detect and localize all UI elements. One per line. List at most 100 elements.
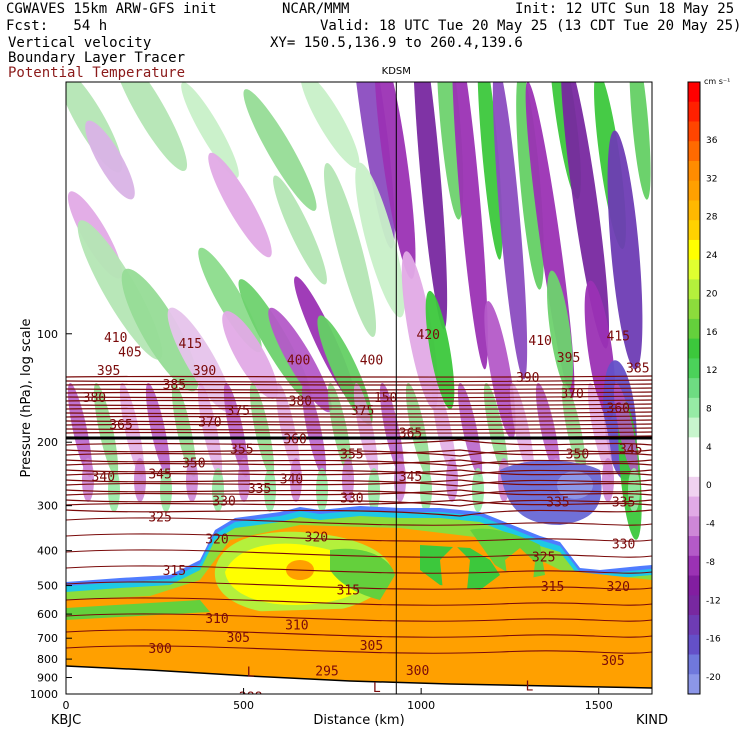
theta-contour-label: 287 <box>523 693 546 708</box>
colorbar-swatch <box>688 259 700 280</box>
theta-contour-label: 360 <box>283 432 306 447</box>
y-tick-label: 700 <box>37 632 58 645</box>
theta-contour-label: 315 <box>337 584 360 599</box>
colorbar-swatch <box>688 575 700 596</box>
cross-section-endpoints: XY= 150.5,136.9 to 260.4,139.6 <box>270 35 523 51</box>
colorbar-tick-label: -8 <box>706 558 715 568</box>
colorbar-swatch <box>688 378 700 399</box>
colorbar-swatch <box>688 160 700 182</box>
colorbar-swatch <box>688 496 700 517</box>
y-axis-label: Pressure (hPa), log scale <box>19 319 34 478</box>
y-tick-label: 600 <box>37 608 58 621</box>
colorbar-tick-label: -16 <box>706 635 721 645</box>
theta-contour-label: 290 <box>367 693 390 708</box>
theta-contour-label: 350 <box>182 457 205 472</box>
colorbar-swatch <box>688 457 700 478</box>
colorbar-swatch <box>688 516 700 537</box>
theta-contour-label: 325 <box>532 550 555 565</box>
theta-contour-label: 330 <box>340 492 363 507</box>
theta-contour-label: 410 <box>528 334 551 349</box>
colorbar-swatch <box>688 279 700 300</box>
colorbar-swatch <box>688 318 700 340</box>
colorbar-tick-label: 4 <box>706 443 712 453</box>
theta-contour-label: 420 <box>417 328 440 343</box>
theta-contour-label: 380 <box>289 394 312 409</box>
low-marker-label: L <box>526 680 534 695</box>
theta-contour-label: 330 <box>212 494 235 509</box>
station-marker-label: KDSM <box>382 66 411 77</box>
theta-contour-label: 345 <box>619 442 642 457</box>
theta-contour-label: 310 <box>285 619 308 634</box>
low-marker-label: L <box>373 681 381 696</box>
theta-contour-label: 400 <box>287 354 310 369</box>
colorbar-swatch <box>688 239 700 261</box>
theta-contour-label: 305 <box>601 654 624 669</box>
colorbar-swatch <box>688 555 700 577</box>
colorbar-tick-label: 32 <box>706 174 717 184</box>
colorbar-tick-label: 0 <box>706 481 712 491</box>
colorbar-swatch <box>688 101 700 122</box>
theta-contour-label: 335 <box>546 495 569 510</box>
theta-contour-label: 295 <box>315 664 338 679</box>
colorbar-tick-label: 24 <box>706 251 718 261</box>
y-tick-label: 500 <box>37 580 58 593</box>
colorbar-swatch <box>688 358 700 379</box>
theta-contour-label: 300 <box>406 664 429 679</box>
theta-contour-label: 288 <box>239 690 262 705</box>
colorbar-swatch <box>688 299 700 320</box>
colorbar-swatch <box>688 121 700 142</box>
right-endpoint-label: KIND <box>636 713 668 728</box>
y-tick-label: 100 <box>37 328 58 341</box>
theta-contour-label: 305 <box>227 631 250 646</box>
x-tick-label: 0 <box>63 699 70 712</box>
theta-contour-label: 355 <box>340 448 363 463</box>
theta-contour-label: 395 <box>97 364 120 379</box>
field-boundary-layer-tracer: Boundary Layer Tracer <box>8 50 186 66</box>
colorbar-swatch <box>688 437 700 458</box>
theta-contour-label: 345 <box>399 470 422 485</box>
forecast-hour: Fcst: 54 h <box>6 18 108 34</box>
colorbar-swatch <box>688 674 700 695</box>
theta-contour-label: 335 <box>248 482 271 497</box>
low-marker-label: L <box>247 665 255 680</box>
left-endpoint-label: KBJC <box>51 713 81 728</box>
theta-contour-label: 390 <box>193 364 216 379</box>
theta-contour-label: 385 <box>163 378 186 393</box>
theta-contour-label: 415 <box>179 337 202 352</box>
y-tick-label: 400 <box>37 545 58 558</box>
colorbar-swatch <box>688 200 700 221</box>
theta-contour-label: 405 <box>118 346 141 361</box>
x-axis-label: Distance (km) <box>313 713 404 728</box>
theta-contour-label: 320 <box>607 580 630 595</box>
colorbar-unit: cm s⁻¹ <box>704 77 730 86</box>
theta-contour-label: 355 <box>230 442 253 457</box>
theta-contour-label: 375 <box>351 404 374 419</box>
theta-contour-label: 350 <box>566 448 589 463</box>
theta-contour-label: 385 <box>626 361 649 376</box>
colorbar-swatch <box>688 397 700 419</box>
field-potential-temperature: Potential Temperature <box>8 65 186 81</box>
y-tick-label: 900 <box>37 672 58 685</box>
theta-contour-label: 370 <box>198 415 221 430</box>
colorbar-swatch <box>688 595 700 616</box>
field-vertical-velocity: Vertical velocity <box>8 35 152 51</box>
colorbar-swatch <box>688 615 700 636</box>
colorbar-tick-label: 16 <box>706 328 718 338</box>
theta-contour-label: 315 <box>541 580 564 595</box>
y-tick-label: 200 <box>37 436 58 449</box>
theta-contour-label: 340 <box>280 472 303 487</box>
model-title: CGWAVES 15km ARW-GFS init <box>6 1 217 17</box>
theta-contour-label: 390 <box>516 371 539 386</box>
theta-contour-label: 340 <box>92 470 115 485</box>
colorbar-frame <box>687 81 701 695</box>
colorbar-swatch <box>688 338 700 359</box>
colorbar-tick-label: 36 <box>706 136 718 146</box>
theta-contour-label: 415 <box>607 329 630 344</box>
valid-time: Valid: 18 UTC Tue 20 May 25 (13 CDT Tue … <box>320 18 740 34</box>
x-tick-label: 1000 <box>407 699 435 712</box>
theta-contour-label: 305 <box>360 639 383 654</box>
colorbar-swatch <box>688 476 700 498</box>
theta-contour-label: 310 <box>205 612 228 627</box>
colorbar-tick-label: 8 <box>706 405 712 415</box>
